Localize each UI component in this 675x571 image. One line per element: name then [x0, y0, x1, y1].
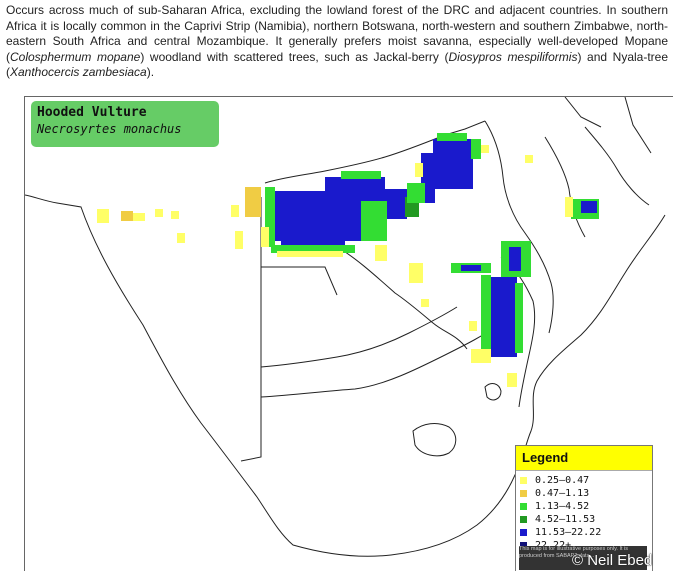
legend-item: 0.25–0.47 [520, 474, 652, 487]
species-label-box: Hooded Vulture Necrosyrtes monachus [31, 101, 219, 147]
legend-title: Legend [522, 450, 569, 465]
legend-list: 0.25–0.47 0.47–1.13 1.13–4.52 4.52–11.53… [516, 471, 652, 552]
legend-item: 22.22+ [520, 539, 652, 552]
map-canvas [25, 97, 666, 557]
legend-swatch [520, 489, 527, 497]
legend-header: Legend [516, 446, 652, 471]
photo-credit: © Neil Ebed [572, 552, 653, 569]
legend-item: 11.53–22.22 [520, 526, 652, 539]
legend-swatch [520, 541, 527, 549]
sci-name-mopane: Colosphermum mopane [10, 49, 141, 64]
distribution-map: Hooded Vulture Necrosyrtes monachus Lege… [24, 96, 673, 571]
species-scientific-name: Necrosyrtes monachus [37, 122, 182, 136]
distribution-cells [97, 133, 599, 387]
species-description: Occurs across much of sub-Saharan Africa… [6, 3, 669, 79]
legend-swatch [520, 515, 527, 523]
legend-note: This map is for illustrative purposes on… [519, 546, 647, 570]
legend-swatch [520, 528, 527, 536]
sci-name-nyala-tree: Xanthocercis zambesiaca [10, 65, 147, 79]
legend-item: 0.47–1.13 [520, 487, 652, 500]
sci-name-jackal-berry: Diosypros mespiliformis [448, 49, 578, 64]
legend-swatch [520, 502, 527, 510]
species-common-name: Hooded Vulture [37, 105, 147, 120]
legend-swatch [520, 476, 527, 484]
country-borders [25, 97, 666, 557]
map-legend: Legend 0.25–0.47 0.47–1.13 1.13–4.52 4.5… [515, 445, 653, 571]
legend-item: 4.52–11.53 [520, 513, 652, 526]
legend-item: 1.13–4.52 [520, 500, 652, 513]
